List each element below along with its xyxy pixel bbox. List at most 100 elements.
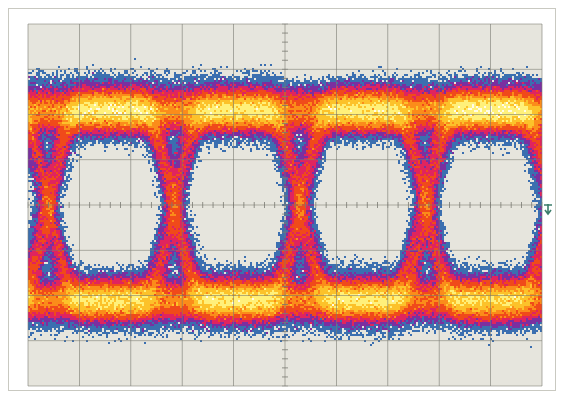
density-cell xyxy=(30,82,32,84)
density-cell xyxy=(88,102,90,104)
density-cell xyxy=(516,110,518,112)
density-cell xyxy=(92,82,94,84)
density-cell xyxy=(84,78,86,80)
density-cell xyxy=(458,108,460,110)
density-cell xyxy=(344,90,346,92)
density-cell xyxy=(376,106,378,108)
density-cell xyxy=(414,104,416,106)
density-cell xyxy=(454,76,456,78)
density-cell xyxy=(128,112,130,114)
density-cell xyxy=(170,108,172,110)
density-cell xyxy=(52,90,54,92)
density-cell xyxy=(390,100,392,102)
density-cell xyxy=(332,90,334,92)
density-cell xyxy=(370,108,372,110)
density-cell xyxy=(214,104,216,106)
density-cell xyxy=(254,70,256,72)
density-cell xyxy=(370,86,372,88)
density-cell xyxy=(108,90,110,92)
density-cell xyxy=(260,94,262,96)
density-cell xyxy=(280,92,282,94)
density-cell xyxy=(492,102,494,104)
density-cell xyxy=(152,88,154,90)
density-cell xyxy=(74,112,76,114)
density-cell xyxy=(358,90,360,92)
density-cell xyxy=(310,110,312,112)
density-cell xyxy=(254,80,256,82)
density-cell xyxy=(96,90,98,92)
density-cell xyxy=(268,104,270,106)
density-cell xyxy=(52,78,54,80)
density-cell xyxy=(158,106,160,108)
density-cell xyxy=(138,88,140,90)
density-cell xyxy=(108,84,110,86)
density-cell xyxy=(68,92,70,94)
density-cell xyxy=(472,102,474,104)
density-cell xyxy=(110,80,112,82)
density-cell xyxy=(290,90,292,92)
density-cell xyxy=(280,86,282,88)
density-cell xyxy=(48,94,50,96)
density-cell xyxy=(382,98,384,100)
density-cell xyxy=(464,110,466,112)
density-cell xyxy=(470,80,472,82)
density-cell xyxy=(90,90,92,92)
density-cell xyxy=(138,96,140,98)
density-cell xyxy=(418,108,420,110)
density-cell xyxy=(186,104,188,106)
density-cell xyxy=(464,86,466,88)
density-cell xyxy=(382,108,384,110)
density-cell xyxy=(220,112,222,114)
density-cell xyxy=(36,92,38,94)
density-cell xyxy=(366,94,368,96)
density-cell xyxy=(116,96,118,98)
density-cell xyxy=(358,82,360,84)
density-cell xyxy=(342,80,344,82)
density-cell xyxy=(260,100,262,102)
density-cell xyxy=(392,104,394,106)
density-cell xyxy=(310,94,312,96)
density-cell xyxy=(174,74,176,76)
density-cell xyxy=(356,100,358,102)
density-cell xyxy=(370,80,372,82)
density-cell xyxy=(404,112,406,114)
density-cell xyxy=(376,86,378,88)
density-cell xyxy=(304,86,306,88)
density-cell xyxy=(348,102,350,104)
density-cell xyxy=(82,104,84,106)
density-cell xyxy=(52,102,54,104)
density-cell xyxy=(126,72,128,74)
density-cell xyxy=(76,90,78,92)
density-cell xyxy=(174,78,176,80)
density-cell xyxy=(50,90,52,92)
density-cell xyxy=(374,84,376,86)
density-cell xyxy=(220,78,222,80)
density-cell xyxy=(84,102,86,104)
density-cell xyxy=(158,98,160,100)
density-cell xyxy=(208,86,210,88)
density-cell xyxy=(416,74,418,76)
density-cell xyxy=(498,88,500,90)
density-cell xyxy=(314,84,316,86)
density-cell xyxy=(356,102,358,104)
density-cell xyxy=(112,100,114,102)
density-cell xyxy=(240,80,242,82)
density-cell xyxy=(508,102,510,104)
density-cell xyxy=(456,88,458,90)
density-cell xyxy=(66,112,68,114)
density-cell xyxy=(494,92,496,94)
density-cell xyxy=(186,108,188,110)
density-cell xyxy=(340,90,342,92)
density-cell xyxy=(508,92,510,94)
density-cell xyxy=(248,86,250,88)
density-cell xyxy=(370,94,372,96)
density-cell xyxy=(152,80,154,82)
density-cell xyxy=(42,90,44,92)
density-cell xyxy=(142,110,144,112)
density-cell xyxy=(454,104,456,106)
density-cell xyxy=(124,108,126,110)
density-cell xyxy=(516,78,518,80)
density-cell xyxy=(294,110,296,112)
density-cell xyxy=(506,94,508,96)
